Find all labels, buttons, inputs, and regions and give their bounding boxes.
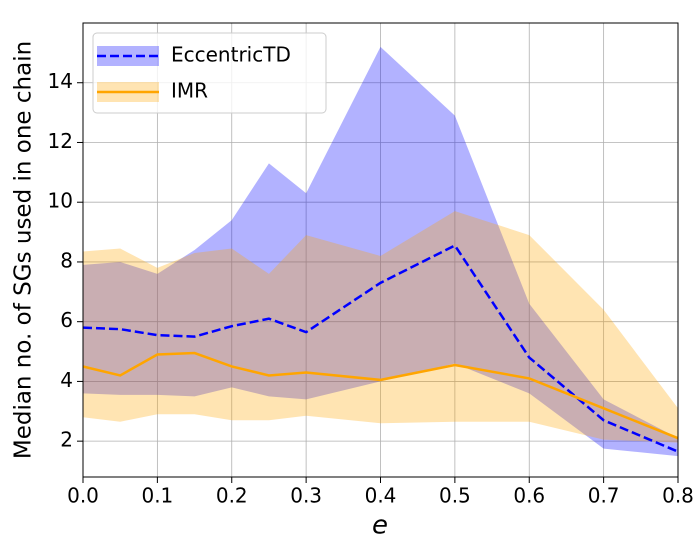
y-tick-label: 6	[60, 308, 73, 332]
plot-frame	[82, 22, 679, 478]
x-tick-label: 0.2	[216, 484, 248, 508]
legend-label: IMR	[171, 79, 208, 103]
y-tick-label: 14	[48, 69, 73, 93]
y-tick-label: 12	[48, 129, 73, 153]
line	[82, 351, 679, 440]
line	[82, 243, 679, 453]
legend-label: EccentricTD	[171, 43, 291, 67]
x-tick-label: 0.3	[290, 484, 322, 508]
band	[83, 211, 678, 443]
x-tick-label: 0.6	[513, 484, 545, 508]
y-axis-label: Median no. of SGs used in one chain	[11, 41, 37, 459]
x-tick-label: 0.0	[67, 484, 99, 508]
y-tick-label: 4	[60, 368, 73, 392]
y-tick-label: 2	[60, 428, 73, 452]
x-tick-label: 0.1	[141, 484, 173, 508]
y-tick-label: 10	[48, 189, 73, 213]
x-tick-label: 0.4	[365, 484, 397, 508]
x-tick-label: 0.7	[588, 484, 620, 508]
x-tick-label: 0.5	[439, 484, 471, 508]
x-axis-label: e	[372, 511, 388, 540]
band	[83, 46, 678, 457]
y-tick-label: 8	[60, 248, 73, 272]
x-tick-label: 0.8	[662, 484, 694, 508]
